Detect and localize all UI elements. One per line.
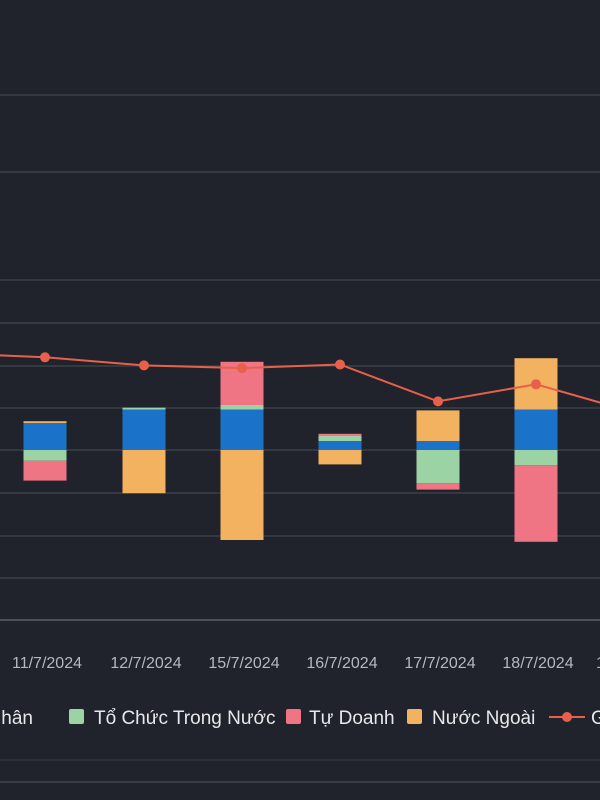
bar-segment[interactable] [23, 450, 67, 461]
legend-label: Nước Ngoài [432, 708, 535, 729]
line-point[interactable] [139, 360, 149, 371]
legend-swatch[interactable] [286, 709, 301, 724]
bar-segment[interactable] [416, 410, 460, 441]
bar-segment[interactable] [318, 435, 362, 441]
bar-segment[interactable] [122, 407, 166, 410]
bar-segment[interactable] [122, 409, 166, 451]
legend-label: Cá Nhân [0, 708, 33, 729]
legend-line-marker [562, 712, 572, 722]
bar-segment[interactable] [220, 405, 264, 410]
legend-swatch[interactable] [407, 709, 422, 724]
legend-label: Tự Doanh [309, 708, 395, 729]
x-tick-label: 12/7/2024 [110, 655, 181, 672]
bars [23, 358, 558, 542]
line-point[interactable] [531, 379, 541, 390]
bar-segment[interactable] [514, 450, 558, 466]
line-point[interactable] [433, 396, 443, 407]
legend: Cá Nhân Tổ Chức Trong Nước Tự Doanh Nước Ng… [0, 708, 600, 729]
gridlines [0, 94, 600, 783]
bar-segment[interactable] [318, 441, 362, 450]
bar-segment[interactable] [318, 433, 362, 436]
line-point[interactable] [335, 359, 345, 370]
legend-swatch[interactable] [69, 709, 84, 724]
line-point[interactable] [237, 363, 247, 374]
bar-segment[interactable] [514, 465, 558, 542]
bar-segment[interactable] [23, 423, 67, 450]
bar-segment[interactable] [220, 450, 264, 540]
bar-segment[interactable] [416, 450, 460, 484]
legend-label: G [591, 708, 600, 729]
bar-segment[interactable] [23, 460, 67, 481]
x-tick-label: 1 [596, 655, 600, 672]
line-path [0, 354, 600, 404]
x-tick-label: 16/7/2024 [306, 655, 377, 672]
x-tick-label: 17/7/2024 [404, 655, 475, 672]
x-tick-label: 11/7/2024 [12, 655, 82, 672]
bar-segment[interactable] [122, 450, 166, 494]
x-tick-label: 18/7/2024 [502, 655, 573, 672]
legend-label: Tổ Chức Trong Nước [94, 708, 276, 729]
line-point[interactable] [40, 352, 50, 363]
bar-segment[interactable] [416, 483, 460, 490]
bar-segment[interactable] [318, 450, 362, 465]
line-series [0, 352, 600, 407]
bar-segment[interactable] [220, 409, 264, 451]
bar-segment[interactable] [416, 441, 460, 450]
bar-segment[interactable] [514, 409, 558, 451]
x-axis-ticks: 11/7/2024 12/7/2024 15/7/2024 16/7/2024 17/7… [12, 655, 600, 672]
bar-segment[interactable] [23, 421, 67, 423]
x-tick-label: 15/7/2024 [208, 655, 279, 672]
